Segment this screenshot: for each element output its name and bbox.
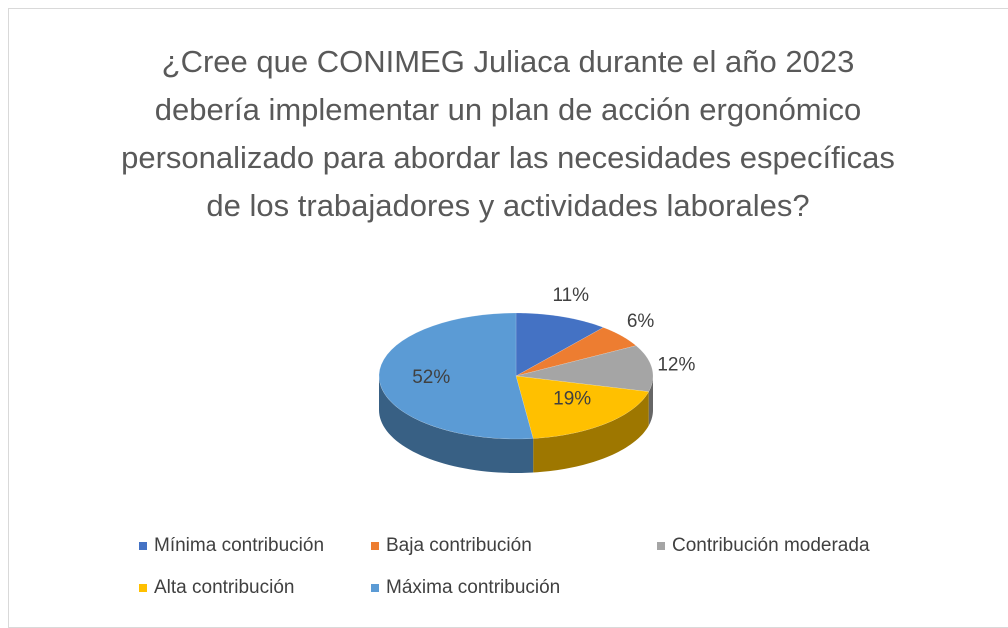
slice	[515, 327, 637, 377]
slice-side	[379, 376, 534, 473]
data-label: 12%	[657, 354, 695, 375]
slice-side	[648, 376, 653, 426]
legend-label: Mínima contribución	[154, 535, 324, 556]
data-label: 6%	[627, 311, 655, 332]
slice	[515, 312, 604, 377]
data-label: 52%	[412, 367, 450, 388]
slice	[378, 312, 534, 440]
legend-label: Máxima contribución	[386, 577, 560, 598]
slice	[515, 375, 650, 439]
data-label: 19%	[553, 389, 591, 410]
legend-swatch	[139, 542, 147, 550]
legend-label: Alta contribución	[154, 577, 294, 598]
chart: 11% 6% 12% 19% 52% Mínima contribución Baja co…	[139, 285, 870, 598]
legend-swatch	[371, 542, 379, 550]
legend-swatch	[139, 584, 147, 592]
legend-label: Baja contribución	[386, 535, 532, 556]
data-label: 11%	[552, 285, 589, 306]
slice-side	[533, 391, 649, 473]
chart-title: ¿Cree que CONIMEG Juliaca durante el año…	[121, 44, 895, 223]
legend-swatch	[371, 584, 379, 592]
legend-swatch	[657, 542, 665, 550]
legend-label: Contribución moderada	[672, 535, 870, 556]
slice	[515, 345, 654, 392]
